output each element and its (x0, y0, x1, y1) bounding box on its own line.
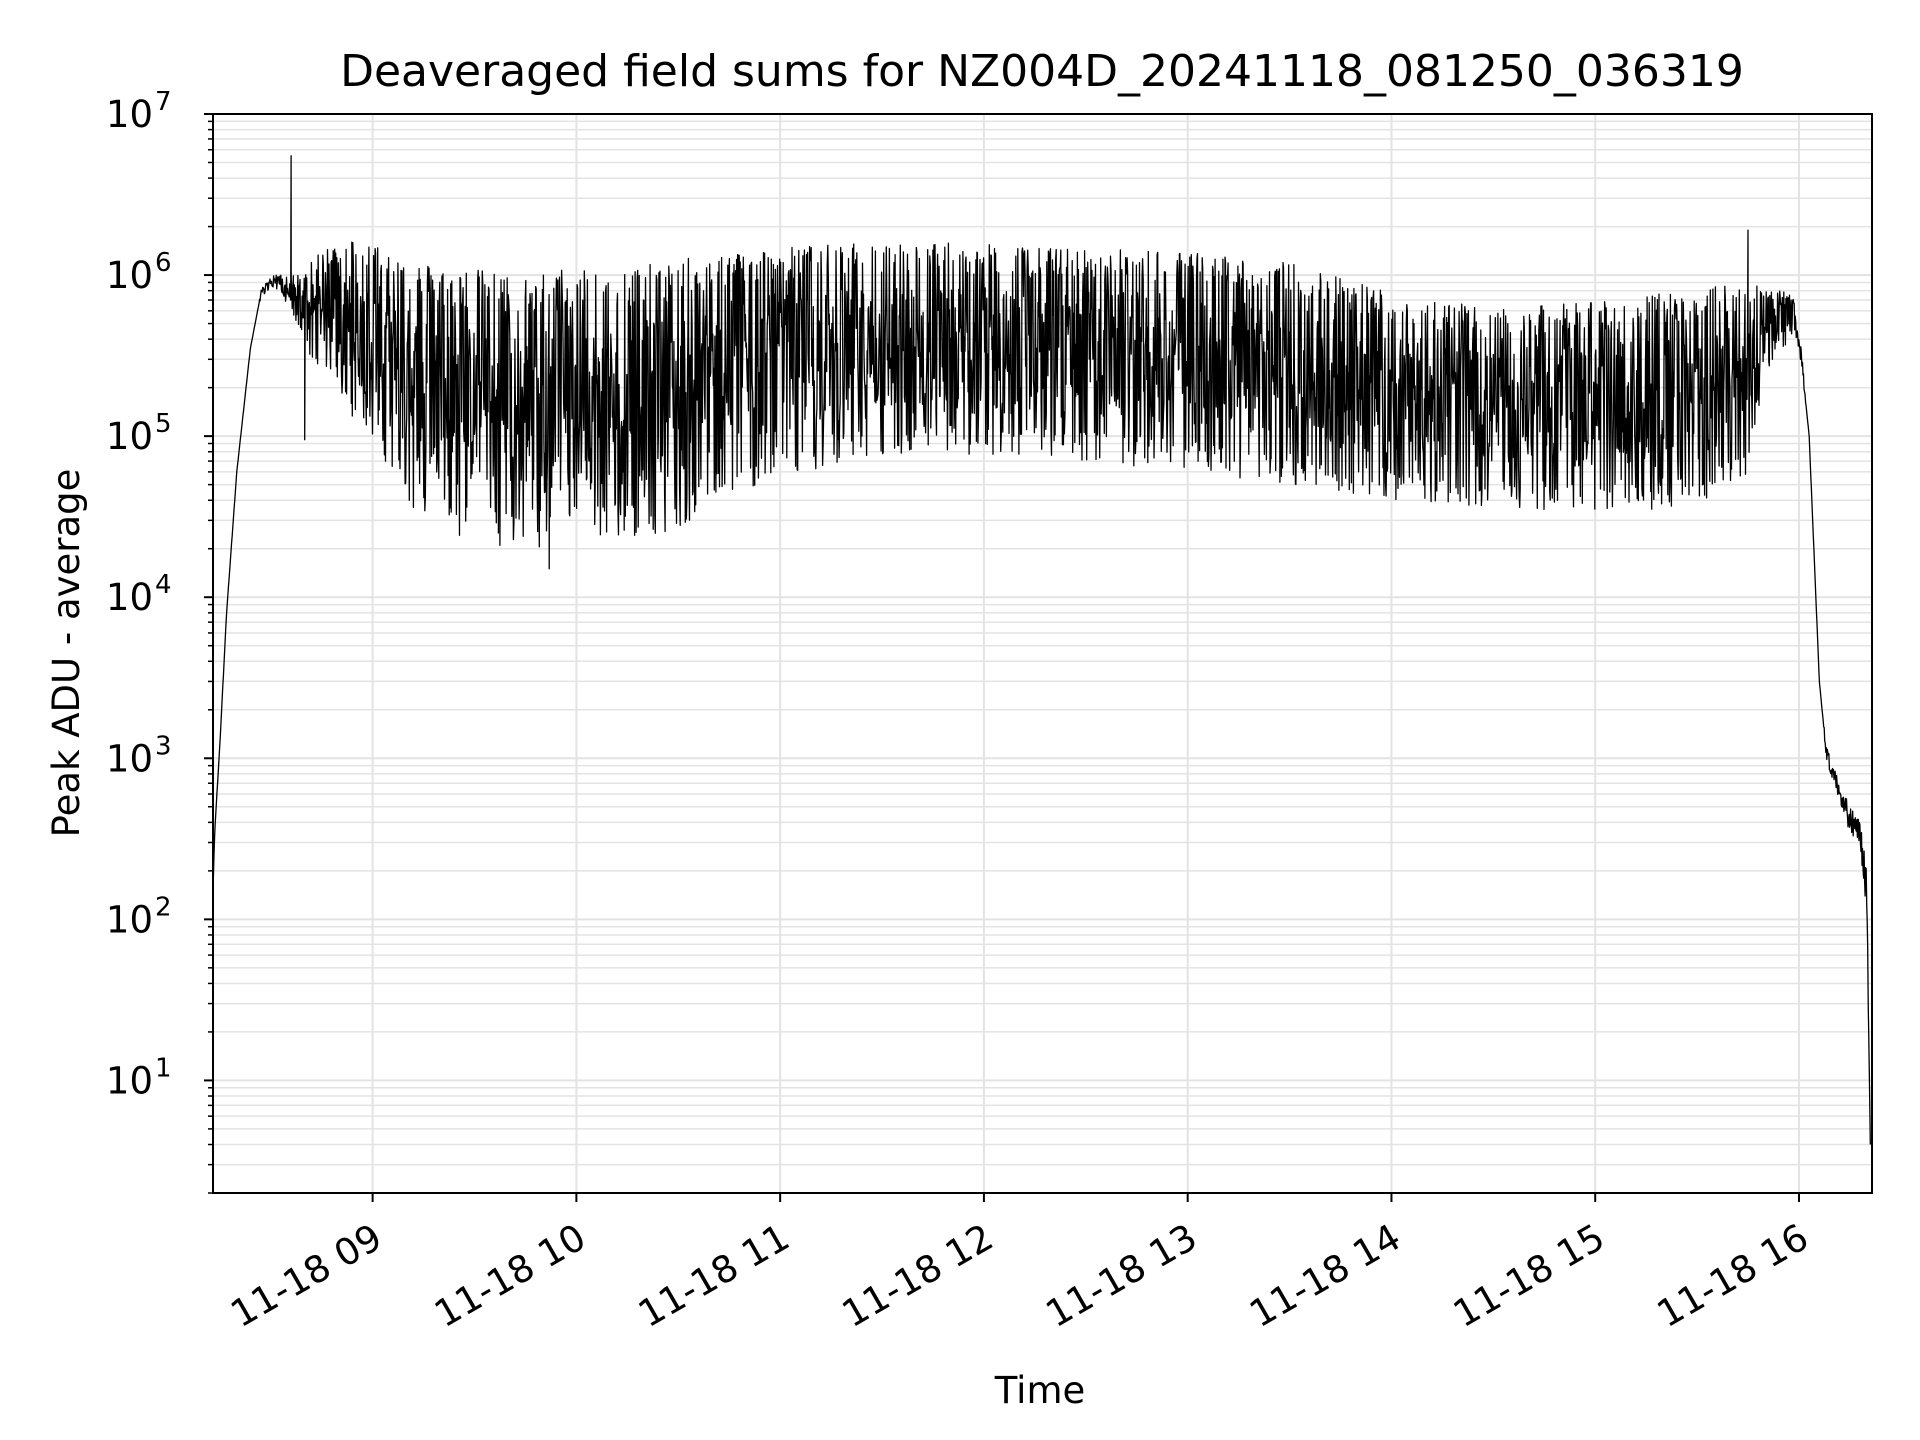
y-tick-exponent: 5 (155, 409, 172, 439)
y-tick-label: 10 (106, 254, 153, 297)
y-tick-exponent: 1 (155, 1053, 172, 1083)
y-tick-exponent: 4 (155, 570, 172, 600)
plot-frame (212, 113, 1873, 1194)
y-tick-label: 10 (106, 576, 153, 619)
chart-title: Deaveraged field sums for NZ004D_2024111… (340, 46, 1744, 97)
data-layer (212, 155, 1871, 1145)
y-tick-label: 10 (106, 898, 153, 941)
y-tick-label: 10 (106, 415, 153, 458)
series-line (212, 155, 1871, 1145)
y-tick-exponent: 3 (155, 731, 172, 761)
y-tick-label: 10 (106, 1059, 153, 1102)
y-tick-exponent: 7 (155, 87, 172, 117)
y-axis-label: Peak ADU - average (45, 469, 88, 838)
y-tick-label: 10 (106, 93, 153, 136)
y-tick-exponent: 2 (155, 892, 172, 922)
x-axis-label: Time (994, 1369, 1086, 1412)
y-tick-label: 10 (106, 737, 153, 780)
y-tick-exponent: 6 (155, 248, 172, 278)
